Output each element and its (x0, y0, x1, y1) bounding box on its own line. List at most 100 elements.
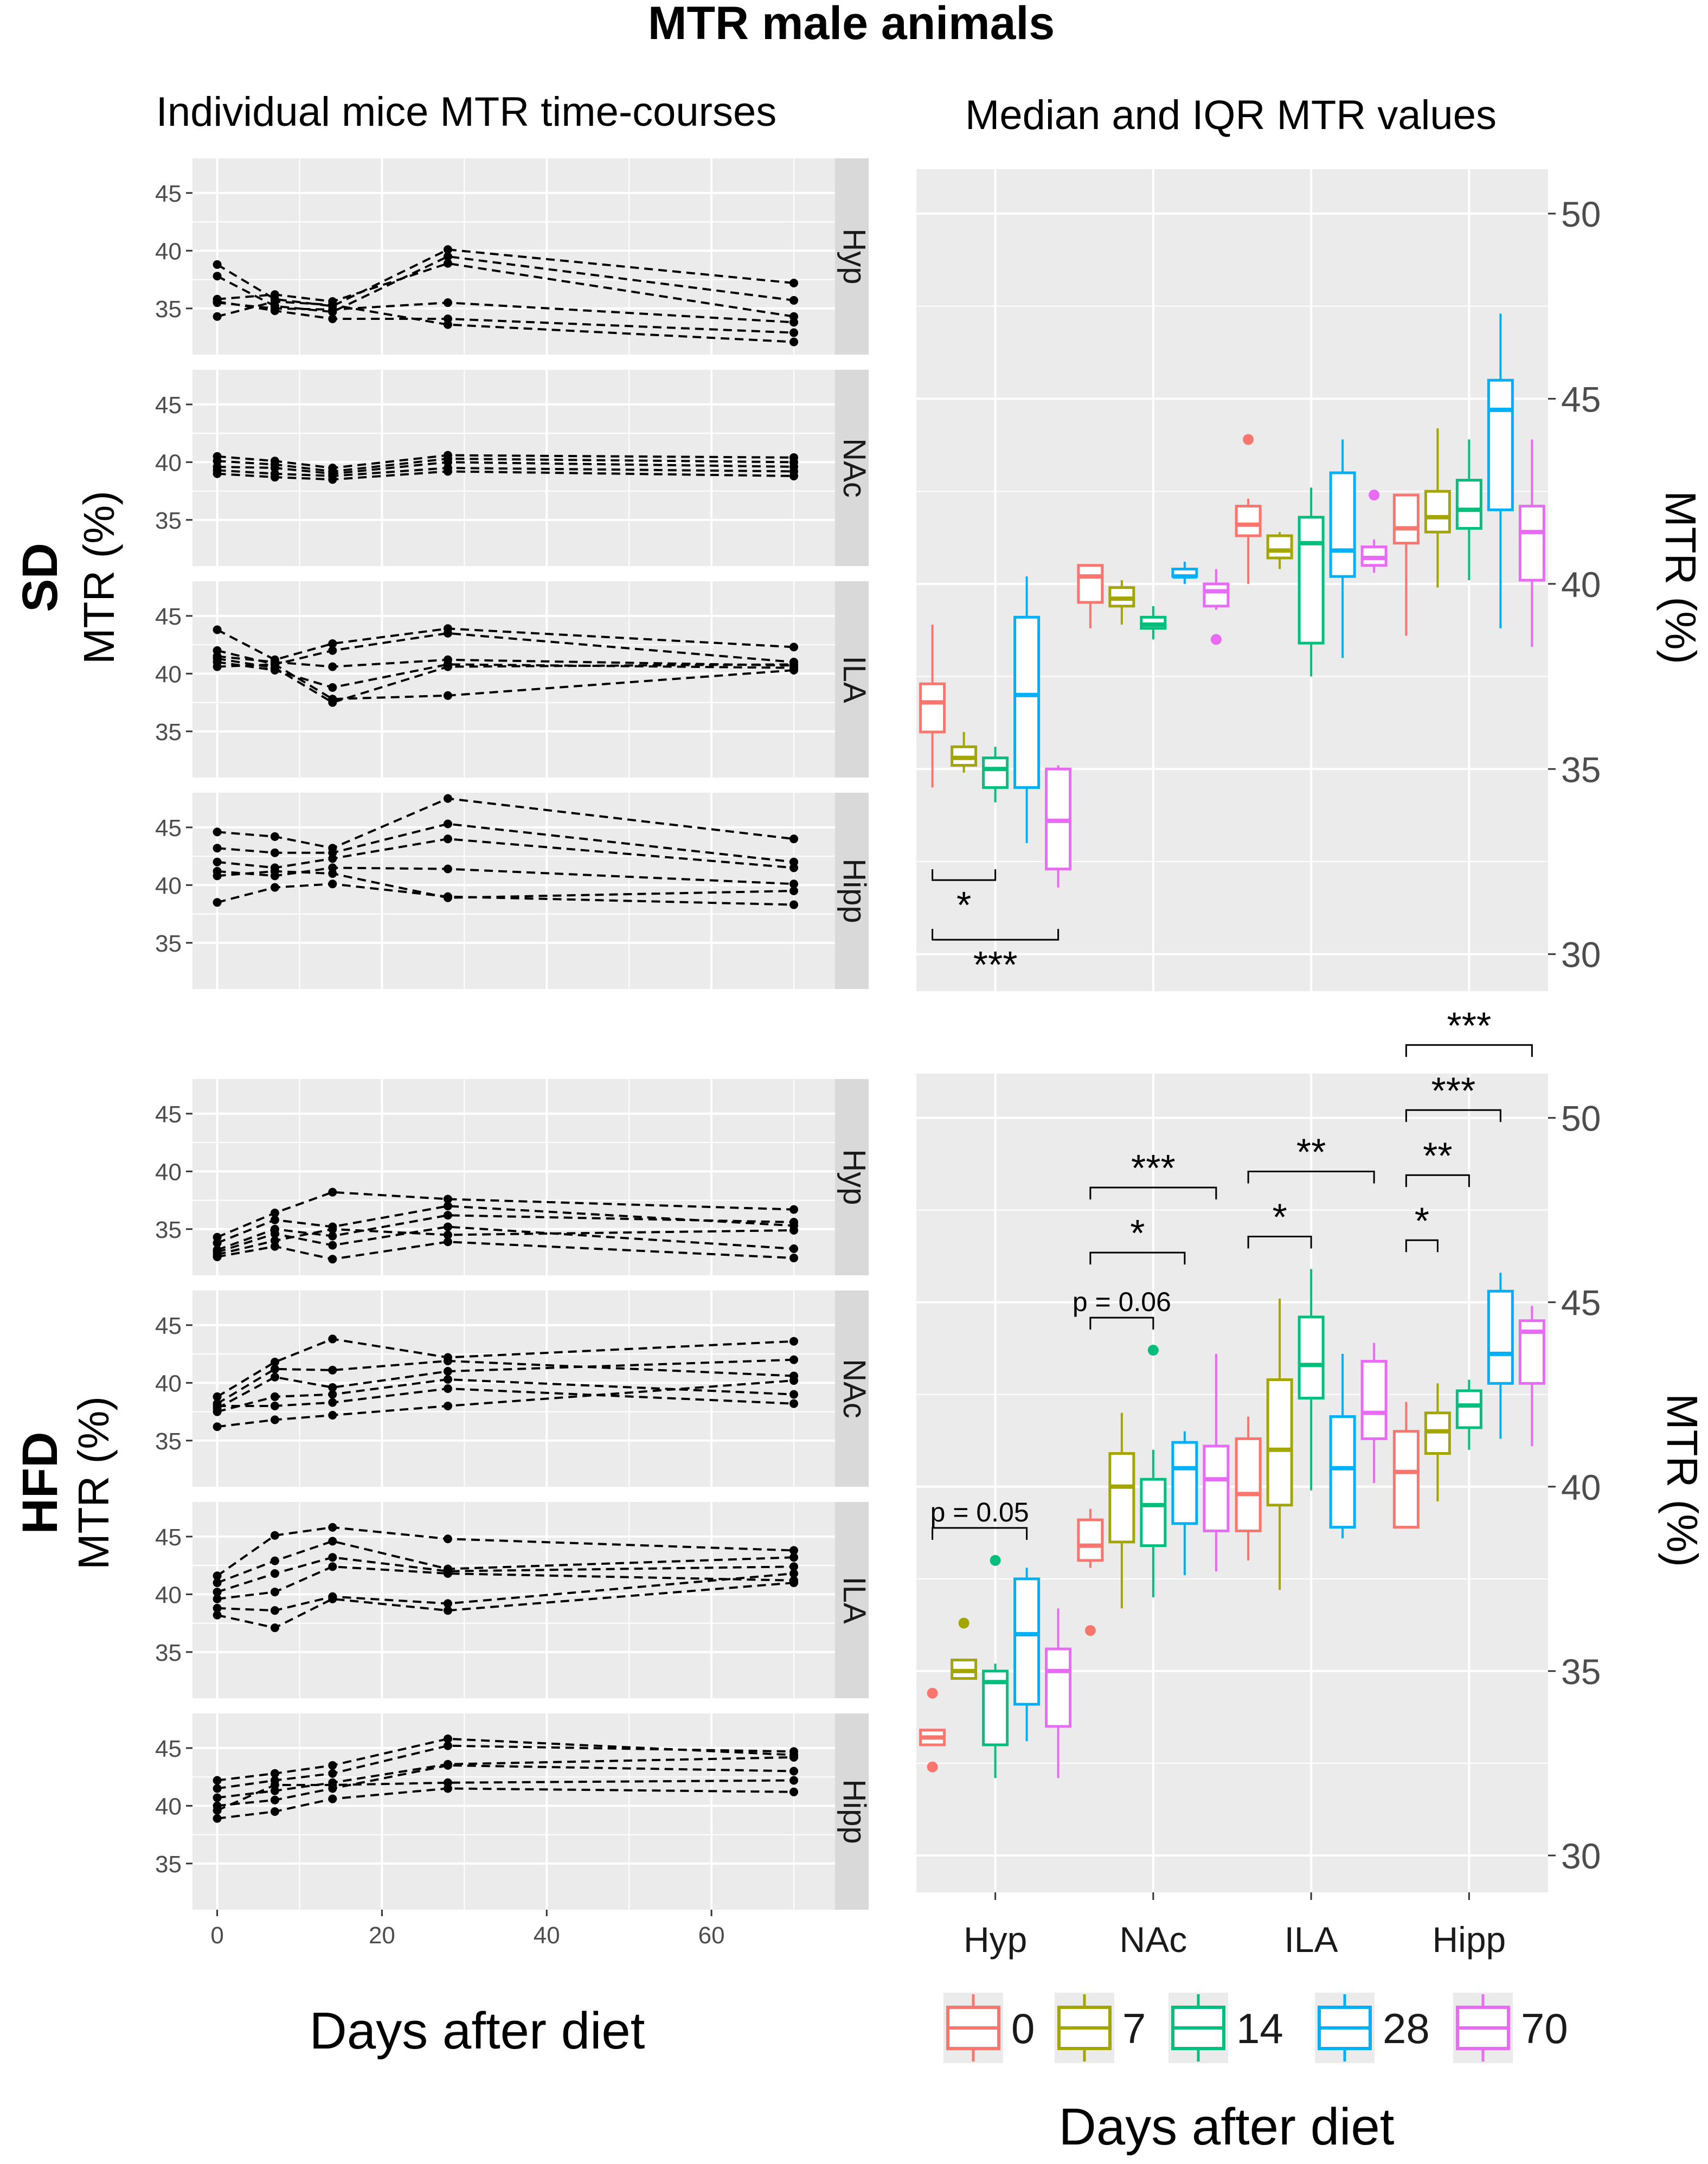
facet-strip (835, 370, 869, 566)
y-tick-label: 45 (155, 603, 182, 630)
hfd-timecourses: 35 40 45 Hyp 35 40 45 NAc 35 40 45 ILA 35 40 45 Hipp 0 20… (155, 1079, 872, 1949)
bracket-line (1405, 1174, 1470, 1187)
mouse-point (443, 1569, 452, 1578)
significance-bracket: p = 0.06 (1073, 1287, 1171, 1330)
box-day-14-hyp (982, 1555, 1009, 1778)
box-outlier (990, 1555, 1001, 1566)
mouse-point (270, 1531, 279, 1540)
box-day-28-hipp (1487, 313, 1514, 628)
mouse-point (270, 832, 279, 841)
significance-bracket: * (932, 869, 997, 926)
y-tick-label: 35 (155, 508, 182, 534)
x-tick-label: 20 (369, 1922, 395, 1949)
mouse-point (328, 1562, 337, 1571)
box-day-0-hyp (919, 1687, 946, 1773)
mouse-line (217, 663, 794, 701)
significance-label: ** (1296, 1131, 1326, 1173)
mouse-point (213, 272, 222, 281)
mouse-point (328, 300, 337, 310)
y-tick-label: 40 (155, 1159, 182, 1185)
mouse-point (213, 844, 222, 853)
significance-label: * (1415, 1199, 1429, 1242)
y-tick-label: 50 (1561, 194, 1601, 234)
mouse-point (328, 475, 337, 484)
mouse-point (789, 1787, 799, 1796)
mouse-point (789, 643, 799, 652)
box-day-70-hyp (1045, 1608, 1072, 1778)
mouse-point (789, 318, 799, 327)
mouse-point (789, 1776, 799, 1785)
figure-title: MTR male animals (648, 0, 1055, 49)
y-tick-label: 35 (155, 719, 182, 746)
bracket-line (1405, 1239, 1439, 1253)
mouse-point (443, 834, 452, 844)
mouse-point (328, 879, 337, 889)
mouse-point (443, 1230, 452, 1240)
box-day-28-ila (1329, 439, 1356, 658)
mouse-point (213, 312, 222, 321)
mouse-point (443, 298, 452, 307)
significance-bracket: *** (1405, 1004, 1533, 1057)
y-tick-label: 30 (1561, 935, 1601, 975)
mouse-point (213, 1422, 222, 1431)
mouse-point (270, 1215, 279, 1224)
box-day-28-hipp (1487, 1273, 1514, 1439)
box-day-0-hipp (1392, 1402, 1420, 1529)
box-iqr (1298, 516, 1325, 645)
mouse-point (270, 1569, 279, 1578)
mouse-point (270, 1556, 279, 1565)
box-iqr (1518, 504, 1545, 582)
box-iqr (1298, 1315, 1325, 1400)
box-iqr (1140, 1478, 1167, 1547)
box-day-70-hipp (1518, 1306, 1545, 1446)
box-iqr (1203, 1444, 1230, 1532)
mouse-point (270, 1781, 279, 1790)
box-day-28-ila (1329, 1353, 1356, 1539)
box-outlier (1369, 489, 1380, 500)
bracket-line (932, 929, 1060, 941)
y-tick-label: 35 (155, 1640, 182, 1666)
facet-strip (835, 581, 869, 778)
box-day-0-ila (1235, 1416, 1262, 1561)
y-tick-label: 45 (155, 1524, 182, 1551)
y-tick-label: 35 (155, 930, 182, 957)
significance-label: *** (1447, 1004, 1492, 1046)
mouse-point (270, 1415, 279, 1424)
y-tick-label: 45 (155, 1736, 182, 1762)
mouse-point (443, 1211, 452, 1220)
box-iqr (1392, 493, 1420, 545)
right-x-axis-title: Days after diet (1059, 2098, 1395, 2156)
facet-strip-label: ILA (837, 656, 872, 703)
box-iqr (1455, 1389, 1482, 1429)
box-iqr (1266, 534, 1293, 560)
box-iqr (1487, 1289, 1514, 1385)
box-day-14-nac (1140, 606, 1167, 640)
box-iqr (1392, 1430, 1420, 1529)
box-outlier (1243, 434, 1254, 445)
significance-label: * (1273, 1196, 1287, 1238)
significance-label: ** (1423, 1134, 1452, 1177)
box-iqr (1045, 1647, 1072, 1728)
box-iqr (1235, 504, 1262, 537)
mouse-point (789, 1399, 799, 1408)
box-day-7-hyp (951, 731, 978, 773)
facet-panel (192, 1502, 835, 1698)
box-day-70-hyp (1045, 765, 1072, 888)
box-day-70-ila (1360, 489, 1388, 573)
mouse-point (213, 827, 222, 837)
mouse-point (328, 314, 337, 323)
box-day-28-nac (1171, 561, 1198, 584)
mouse-point (213, 1571, 222, 1581)
plots: 35 40 45 Hyp 35 40 45 NAc 35 40 45 ILA 35 40 45 Hipp 35 4… (155, 158, 1601, 1960)
y-tick-label: 40 (155, 1582, 182, 1608)
box-day-0-nac (1077, 564, 1104, 628)
legend-label: 28 (1383, 2005, 1430, 2052)
mouse-point (270, 1242, 279, 1251)
mouse-point (213, 898, 222, 907)
mouse-point (328, 1761, 337, 1770)
mouse-point (270, 1769, 279, 1778)
mouse-point (213, 1776, 222, 1785)
mouse-point (328, 1187, 337, 1197)
box-iqr (919, 682, 946, 734)
box-day-7-hipp (1424, 1383, 1451, 1502)
